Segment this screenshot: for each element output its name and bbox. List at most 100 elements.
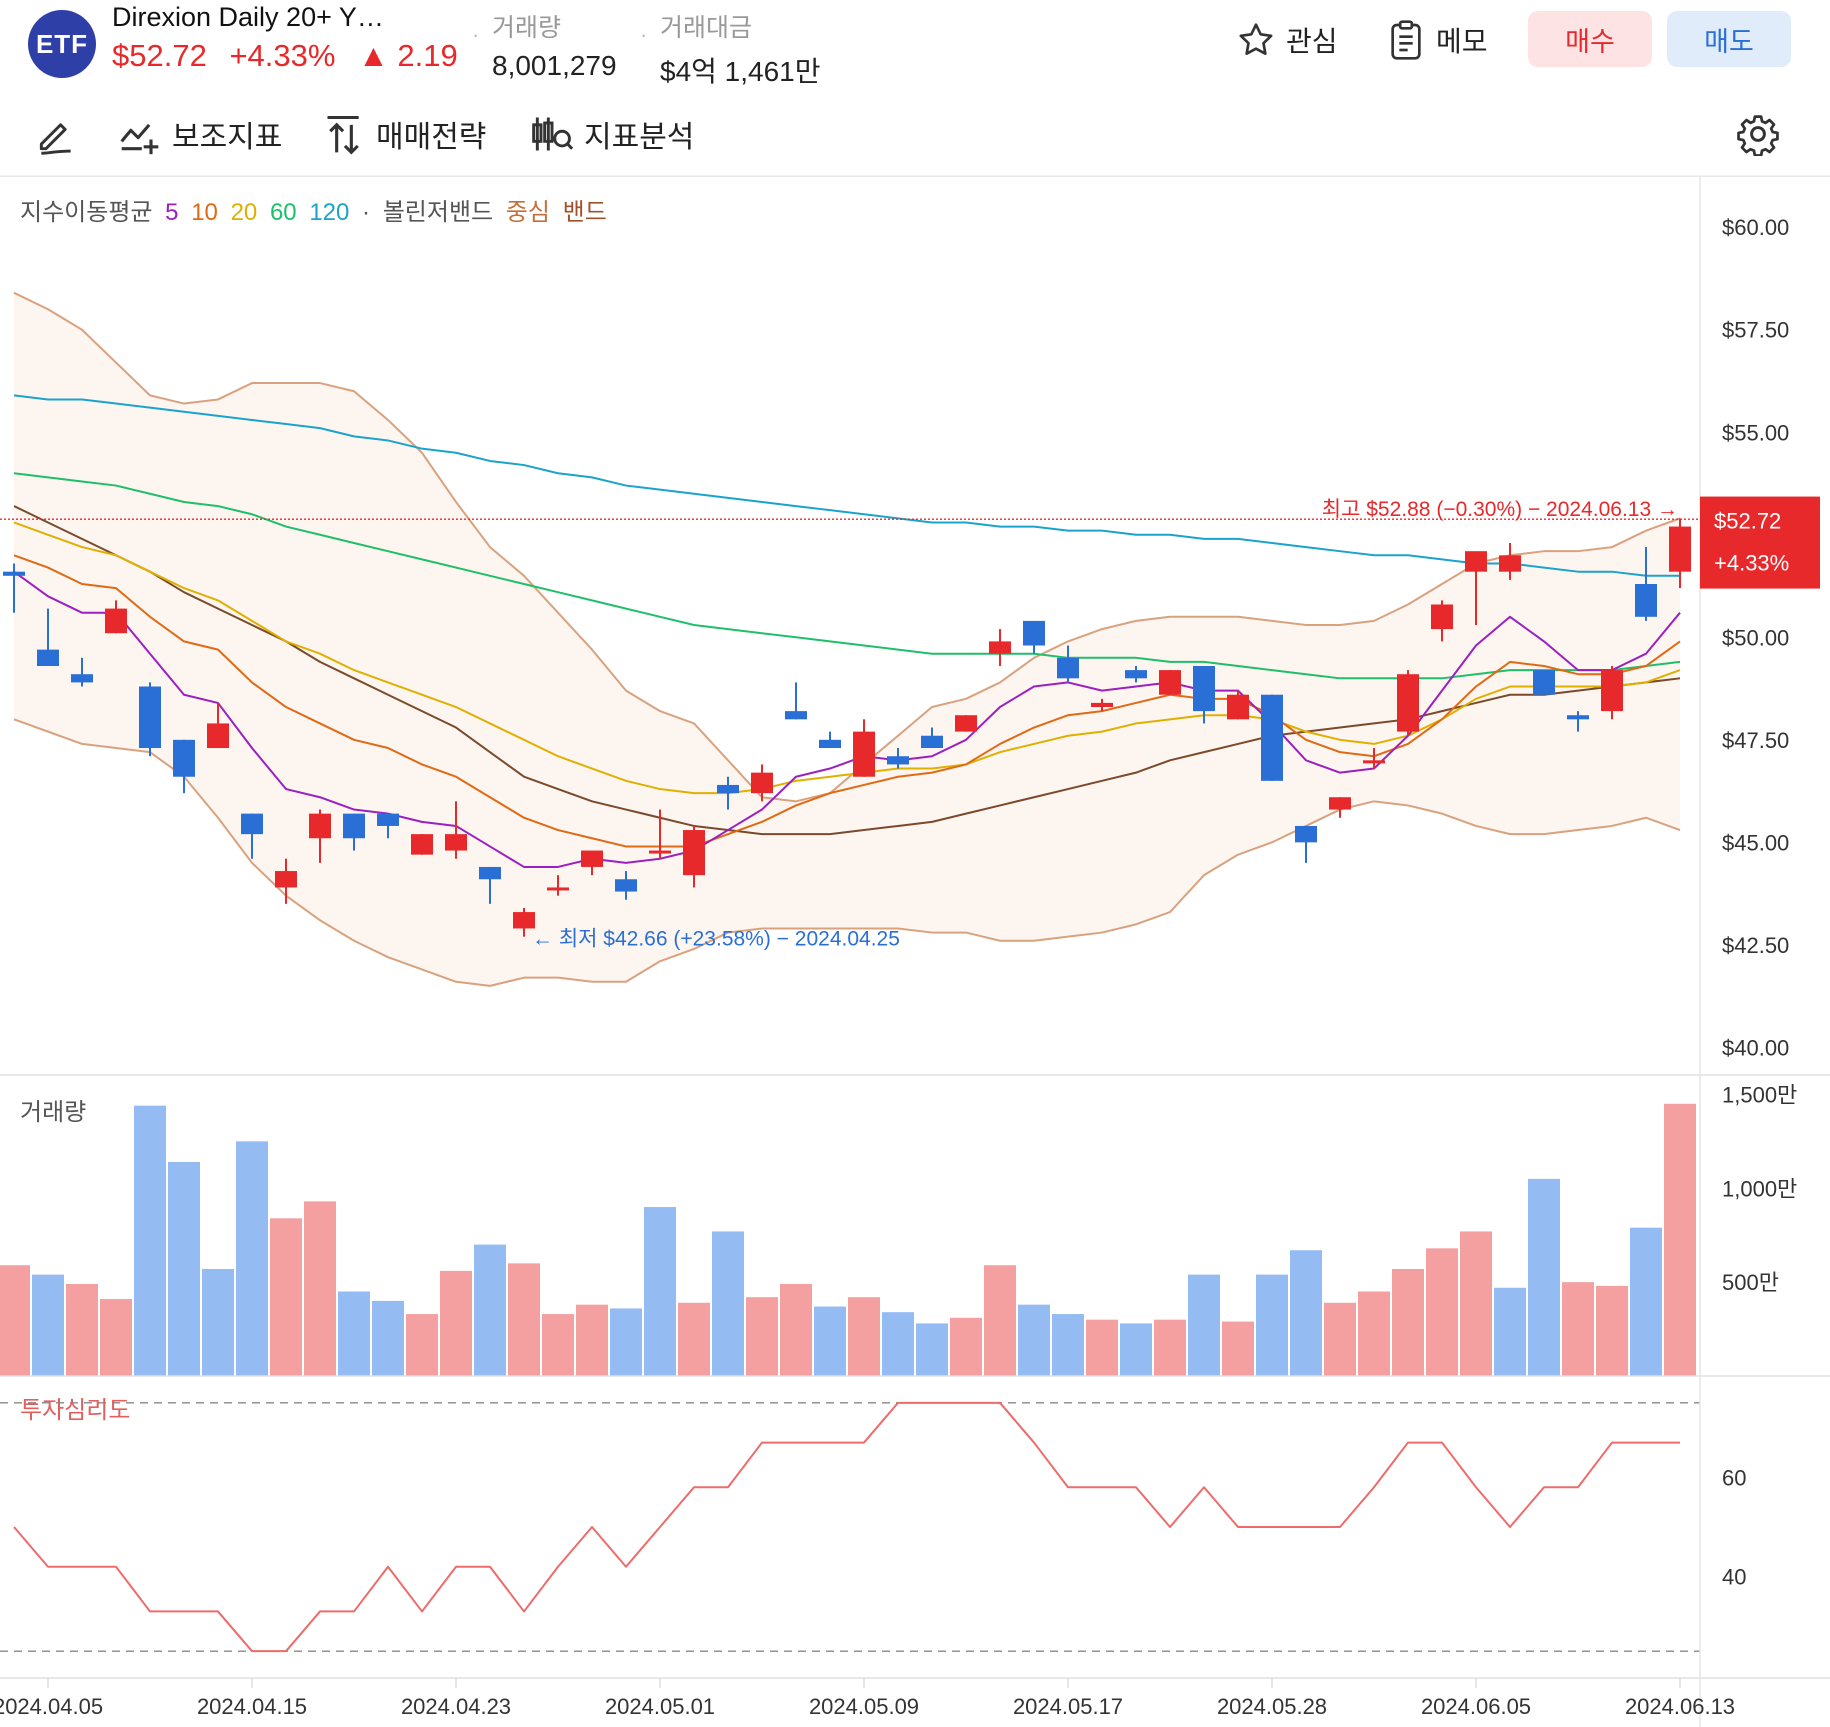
- indicator-legend[interactable]: 지수이동평균 5 10 20 60 120 · 볼린저밴드 중심 밴드: [20, 192, 613, 227]
- volume-bar: [780, 1284, 812, 1376]
- separator-dot: ·: [640, 22, 648, 47]
- analysis-button[interactable]: 지표분석: [530, 112, 694, 156]
- volume-bar: [542, 1314, 574, 1376]
- volume-bar: [474, 1244, 506, 1376]
- candle-body: [139, 686, 161, 749]
- volume-bar: [270, 1218, 302, 1376]
- x-tick-label: 2024.05.28: [1217, 1694, 1327, 1719]
- x-tick-label: 2024.04.15: [197, 1694, 307, 1719]
- volume-bar: [746, 1297, 778, 1376]
- volume-bar: [916, 1323, 948, 1376]
- memo-label: 메모: [1436, 26, 1488, 57]
- candle-body: [1465, 551, 1487, 572]
- volume-bar: [1154, 1319, 1186, 1376]
- candle-body: [1261, 694, 1283, 781]
- volume-tick-label: 500만: [1722, 1270, 1779, 1295]
- candle-body: [513, 912, 535, 929]
- amount-stat-value: $4억 1,461만: [660, 56, 821, 87]
- sentiment-tick-label: 60: [1722, 1465, 1746, 1490]
- volume-bar: [338, 1291, 370, 1376]
- ema-10-legend: 10: [191, 199, 218, 226]
- volume-bar: [1256, 1274, 1288, 1376]
- volume-bar: [66, 1284, 98, 1376]
- axes: $60.00 $57.50 $55.00 $50.00 $47.50 $45.00 $42.…: [0, 175, 1830, 1727]
- candle-body: [309, 813, 331, 839]
- price-tick-label: $47.50: [1722, 728, 1789, 753]
- sentiment-tick-label: 40: [1722, 1565, 1746, 1590]
- candle-body: [921, 735, 943, 749]
- candle-body: [173, 739, 195, 777]
- volume-bar: [304, 1201, 336, 1376]
- price-tick-label: $55.00: [1722, 420, 1789, 445]
- candle-body: [887, 756, 909, 765]
- price-tick-label: $42.50: [1722, 933, 1789, 958]
- bollinger-lower-line: [13, 718, 1681, 987]
- draw-tool-button[interactable]: [34, 112, 88, 156]
- candle-body: [275, 871, 297, 888]
- volume-bar: [984, 1265, 1016, 1376]
- candle-body: [1669, 526, 1691, 572]
- ema-20-line: [13, 521, 1681, 795]
- low-annotation: ← 최저 $42.66 (+23.58%) − 2024.04.25: [532, 927, 900, 950]
- header: ETF Direxion Daily 20+ Y… $52.72 +4.33% …: [0, 0, 1830, 88]
- candle-body: [1601, 670, 1623, 712]
- memo-button[interactable]: 메모: [1386, 16, 1488, 64]
- x-tick-label: 2024.06.05: [1421, 1694, 1531, 1719]
- buy-button[interactable]: 매수: [1528, 11, 1652, 67]
- volume-bar: [1086, 1319, 1118, 1376]
- ema-120-line: [13, 394, 1680, 577]
- volume-stat-label: 거래량: [492, 14, 562, 42]
- volume-bar: [202, 1268, 234, 1376]
- volume-panel-label: 거래량: [20, 1099, 87, 1126]
- ema-5-legend: 5: [165, 199, 179, 226]
- price-tick-label: $45.00: [1722, 830, 1789, 855]
- volume-bar: [1120, 1323, 1152, 1376]
- candle-body: [1533, 670, 1555, 695]
- candle-body: [1363, 760, 1385, 764]
- candle-search-icon: [532, 117, 574, 151]
- bb-center-legend: 중심: [505, 199, 550, 226]
- volume-bar: [1630, 1227, 1662, 1376]
- volume-bar: [100, 1299, 132, 1376]
- volume-tick-label: 1,500만: [1722, 1082, 1797, 1107]
- watch-button[interactable]: 관심: [1236, 16, 1338, 64]
- volume-bar: [950, 1317, 982, 1376]
- volume-bar: [1460, 1231, 1492, 1376]
- volume-bar: [0, 1265, 30, 1376]
- indicator-button[interactable]: 보조지표: [118, 112, 282, 156]
- settings-button[interactable]: [1736, 112, 1790, 156]
- candle-body: [853, 731, 875, 777]
- x-tick-label: 2024.04.23: [401, 1694, 511, 1719]
- candle-body: [1193, 666, 1215, 712]
- current-price: $52.72: [112, 38, 207, 73]
- x-tick-label: 2024.05.17: [1013, 1694, 1123, 1719]
- gear-icon: [1737, 115, 1779, 156]
- volume-bar: [576, 1304, 608, 1376]
- ema-60-legend: 60: [269, 199, 297, 226]
- price-tick-label: $40.00: [1722, 1035, 1789, 1060]
- bollinger-upper-line: [13, 291, 1681, 803]
- ema-legend-label: 지수이동평균: [20, 199, 153, 226]
- volume-bar: [882, 1312, 914, 1376]
- candle-body: [955, 715, 977, 732]
- candle-body: [1431, 604, 1453, 630]
- strategy-button[interactable]: 매매전략: [322, 112, 486, 156]
- ema-10-line: [13, 554, 1681, 848]
- strategy-label: 매매전략: [376, 121, 487, 154]
- sell-button[interactable]: 매도: [1667, 11, 1791, 67]
- candle-body: [411, 834, 433, 855]
- candle-body: [37, 649, 59, 667]
- candle-body: [377, 813, 399, 826]
- volume-bar: [1358, 1291, 1390, 1376]
- candle-body: [1329, 797, 1351, 810]
- star-icon: [1239, 23, 1273, 55]
- candle-body: [207, 723, 229, 749]
- candle-body: [1567, 715, 1589, 720]
- price-tick-label: $60.00: [1722, 215, 1789, 240]
- ticker-title[interactable]: Direxion Daily 20+ Y…: [112, 2, 384, 32]
- volume-bar: [32, 1274, 64, 1376]
- volume-bar: [1596, 1285, 1628, 1376]
- pen-icon: [39, 123, 71, 155]
- volume-bar: [712, 1231, 744, 1376]
